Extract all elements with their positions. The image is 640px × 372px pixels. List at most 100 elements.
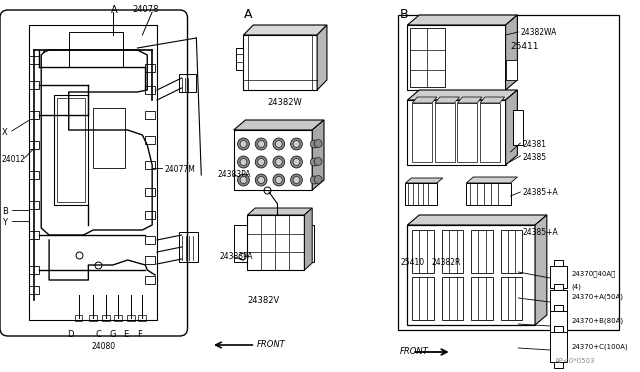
- Polygon shape: [554, 260, 563, 266]
- Polygon shape: [554, 312, 563, 318]
- Polygon shape: [236, 48, 243, 70]
- Bar: [93, 108, 125, 168]
- Bar: [145, 161, 155, 169]
- Polygon shape: [471, 277, 493, 320]
- Circle shape: [293, 141, 300, 148]
- Bar: [90, 315, 97, 321]
- Bar: [102, 315, 110, 321]
- Text: 24383PA: 24383PA: [218, 170, 252, 179]
- Polygon shape: [471, 230, 493, 273]
- Bar: [29, 25, 157, 320]
- Polygon shape: [442, 230, 463, 273]
- Circle shape: [310, 158, 318, 166]
- Text: FRONT: FRONT: [399, 347, 428, 356]
- Text: 24385+A: 24385+A: [522, 188, 558, 197]
- Polygon shape: [506, 15, 517, 90]
- Text: 24370+B(80A): 24370+B(80A): [572, 318, 623, 324]
- Circle shape: [314, 157, 322, 166]
- Circle shape: [255, 174, 267, 186]
- Circle shape: [310, 176, 318, 184]
- Polygon shape: [406, 178, 443, 183]
- Text: 24078: 24078: [132, 5, 159, 14]
- Bar: [145, 236, 155, 244]
- Polygon shape: [234, 225, 252, 262]
- Bar: [29, 286, 39, 294]
- Circle shape: [237, 156, 250, 168]
- Polygon shape: [408, 215, 547, 225]
- Circle shape: [240, 158, 247, 166]
- Circle shape: [273, 174, 285, 186]
- Polygon shape: [317, 25, 327, 90]
- Bar: [138, 315, 147, 321]
- Polygon shape: [554, 305, 563, 311]
- Text: G: G: [109, 330, 116, 339]
- Bar: [75, 315, 83, 321]
- Bar: [114, 315, 122, 321]
- Bar: [145, 86, 155, 94]
- Text: 24012: 24012: [2, 155, 26, 164]
- Polygon shape: [412, 103, 432, 162]
- Circle shape: [310, 140, 318, 148]
- Polygon shape: [410, 28, 445, 87]
- Text: 24077M: 24077M: [165, 165, 196, 174]
- Polygon shape: [243, 35, 317, 90]
- Polygon shape: [408, 90, 517, 100]
- Bar: [29, 231, 39, 239]
- Polygon shape: [554, 288, 563, 294]
- Polygon shape: [513, 110, 524, 145]
- Polygon shape: [550, 290, 568, 312]
- Text: F: F: [137, 330, 142, 339]
- Text: 25410: 25410: [401, 258, 425, 267]
- Polygon shape: [408, 100, 506, 165]
- Circle shape: [255, 156, 267, 168]
- Bar: [29, 141, 39, 149]
- Polygon shape: [442, 216, 493, 222]
- Polygon shape: [408, 225, 535, 325]
- Circle shape: [291, 138, 302, 150]
- Polygon shape: [500, 230, 522, 273]
- Text: 24382WA: 24382WA: [520, 28, 557, 37]
- Bar: [68, 32, 123, 67]
- Circle shape: [293, 176, 300, 183]
- Polygon shape: [408, 25, 506, 90]
- Bar: [54, 95, 88, 205]
- Polygon shape: [435, 103, 454, 162]
- Polygon shape: [408, 15, 517, 25]
- Text: 24382R: 24382R: [432, 258, 461, 267]
- Polygon shape: [412, 277, 434, 320]
- Polygon shape: [554, 362, 563, 368]
- Text: 25411: 25411: [511, 42, 539, 51]
- Text: B: B: [2, 207, 8, 216]
- Text: 24381: 24381: [522, 140, 547, 149]
- Bar: [29, 81, 39, 89]
- Circle shape: [273, 138, 285, 150]
- Polygon shape: [500, 277, 522, 320]
- Text: E: E: [123, 330, 128, 339]
- Polygon shape: [554, 337, 563, 343]
- Circle shape: [275, 176, 282, 183]
- Bar: [145, 64, 155, 72]
- Bar: [57, 98, 85, 202]
- Text: 24080: 24080: [91, 342, 115, 351]
- Polygon shape: [550, 266, 568, 288]
- Polygon shape: [248, 208, 312, 215]
- Bar: [29, 201, 39, 209]
- Text: X: X: [2, 128, 8, 137]
- Polygon shape: [234, 130, 312, 190]
- Circle shape: [275, 158, 282, 166]
- Polygon shape: [458, 103, 477, 162]
- Text: C: C: [95, 330, 101, 339]
- Polygon shape: [442, 222, 486, 242]
- Polygon shape: [554, 284, 563, 290]
- Text: 24370+C(100A): 24370+C(100A): [572, 344, 628, 350]
- Polygon shape: [554, 326, 563, 332]
- Polygon shape: [467, 177, 517, 183]
- Circle shape: [291, 174, 302, 186]
- Text: 24382W: 24382W: [267, 98, 302, 107]
- Text: 24385: 24385: [522, 153, 547, 162]
- Polygon shape: [535, 215, 547, 325]
- Text: 24370　40A、: 24370 40A、: [572, 270, 616, 277]
- Circle shape: [293, 158, 300, 166]
- Polygon shape: [300, 225, 314, 262]
- Text: D: D: [67, 330, 74, 339]
